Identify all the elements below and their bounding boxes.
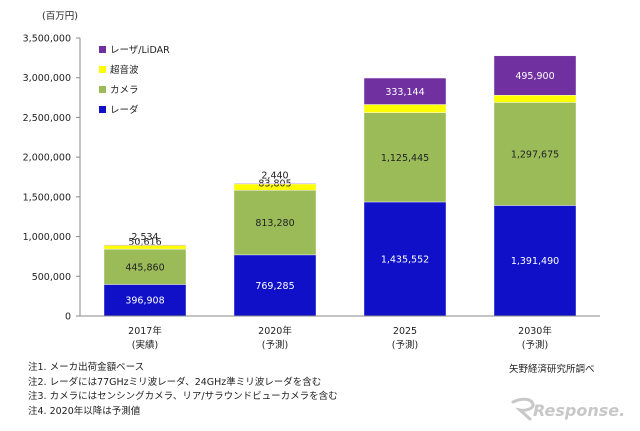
legend-swatch (99, 86, 106, 93)
legend-label: レーザ/LiDAR (110, 45, 170, 56)
footnote-2: 注2. レーダには77GHzミリ波レーダ、24GHz準ミリ波レーダを含む (28, 376, 322, 388)
legend-item: カメラ (99, 85, 139, 96)
legend-item: レーザ/LiDAR (99, 45, 170, 56)
y-tick-label: 3,000,000 (23, 73, 71, 84)
y-axis: 0 500,000 1,000,000 1,500,000 2,000,000 2,500… (23, 34, 81, 323)
legend-label: レーダ (110, 104, 139, 116)
bar-segment (493, 95, 577, 103)
y-tick-label: 1,000,000 (23, 232, 71, 243)
bar-segment (363, 201, 447, 317)
x-tick-sublabel: (予測) (262, 339, 288, 351)
x-tick-sublabel: (実績) (132, 339, 158, 351)
footnote-1: 注1. メーカ出荷金額ベース (28, 362, 145, 373)
bar-value-label: 1,297,675 (511, 149, 559, 160)
bar-value-label: 1,435,552 (381, 254, 429, 265)
x-tick-label: 2030年 (518, 325, 552, 337)
bar-segment (233, 254, 317, 317)
bar-segment (233, 183, 317, 185)
footnote-4: 注4. 2020年以降は予測値 (28, 405, 141, 417)
logo-wordmark: Response. (533, 401, 625, 420)
bar-segment (103, 284, 187, 317)
x-tick-label: 2020年 (258, 325, 292, 337)
legend-item: 超音波 (99, 64, 139, 76)
logo-swoosh (511, 397, 535, 421)
bar-value-label: 2,534 (131, 232, 158, 243)
bar-stacks: 396,908445,86050,6162,534769,285813,2808… (103, 55, 577, 317)
y-axis-unit-label: (百万円) (42, 11, 78, 22)
source-credit: 矢野経済研究所調べ (509, 364, 595, 375)
legend-label: 超音波 (110, 64, 139, 76)
bar-segment (363, 112, 447, 203)
x-axis: 2017年 (実績) 2020年 (予測) 2025 (予測) 2030年 (予測) (80, 315, 600, 351)
legend-swatch (99, 66, 106, 73)
bar-value-label: 396,908 (125, 296, 164, 307)
x-tick-label: 2017年 (128, 325, 162, 337)
x-tick-sublabel: (予測) (392, 339, 418, 351)
y-tick-label: 2,500,000 (23, 113, 71, 124)
y-tick-label: 3,500,000 (23, 34, 71, 45)
x-tick-sublabel: (予測) (522, 339, 548, 351)
bar-segment (103, 244, 187, 246)
bar-segment (363, 77, 447, 105)
legend-item: レーダ (99, 104, 139, 116)
legend-swatch (99, 46, 106, 53)
bar-segment (493, 205, 577, 317)
y-tick-label: 2,000,000 (23, 153, 71, 164)
footnote-3: 注3. カメラにはセンシングカメラ、リア/サラウンドビューカメラを含む (28, 391, 338, 402)
bar-segment (493, 102, 577, 206)
bar-value-label: 50,616 (128, 237, 161, 248)
legend-label: カメラ (110, 85, 139, 96)
bar-value-label: 495,900 (515, 71, 554, 82)
response-logo-watermark: Response. (511, 397, 625, 421)
y-tick-label: 1,500,000 (23, 192, 71, 203)
legend-swatch (99, 106, 106, 113)
bar-value-label: 813,280 (255, 218, 294, 229)
y-tick-label: 0 (65, 312, 71, 323)
bar-value-label: 333,144 (385, 87, 424, 98)
bar-segment (233, 190, 317, 256)
bar-value-label: 769,285 (255, 281, 294, 292)
bar-value-label: 2,440 (261, 170, 288, 181)
bar-segment (493, 55, 577, 96)
bar-value-label: 445,860 (125, 262, 164, 273)
bar-value-label: 1,125,445 (381, 153, 429, 164)
y-tick-label: 500,000 (32, 272, 71, 283)
bar-segment (363, 104, 447, 113)
x-tick-label: 2025 (393, 326, 417, 337)
bar-value-label: 1,391,490 (511, 256, 559, 267)
bar-segment (103, 248, 187, 285)
footnotes: 注1. メーカ出荷金額ベース 注2. レーダには77GHzミリ波レーダ、24GH… (28, 361, 338, 419)
stacked-bar-chart: (百万円) 0 500,000 1,000,000 1,500,000 2,000,00… (23, 11, 600, 351)
